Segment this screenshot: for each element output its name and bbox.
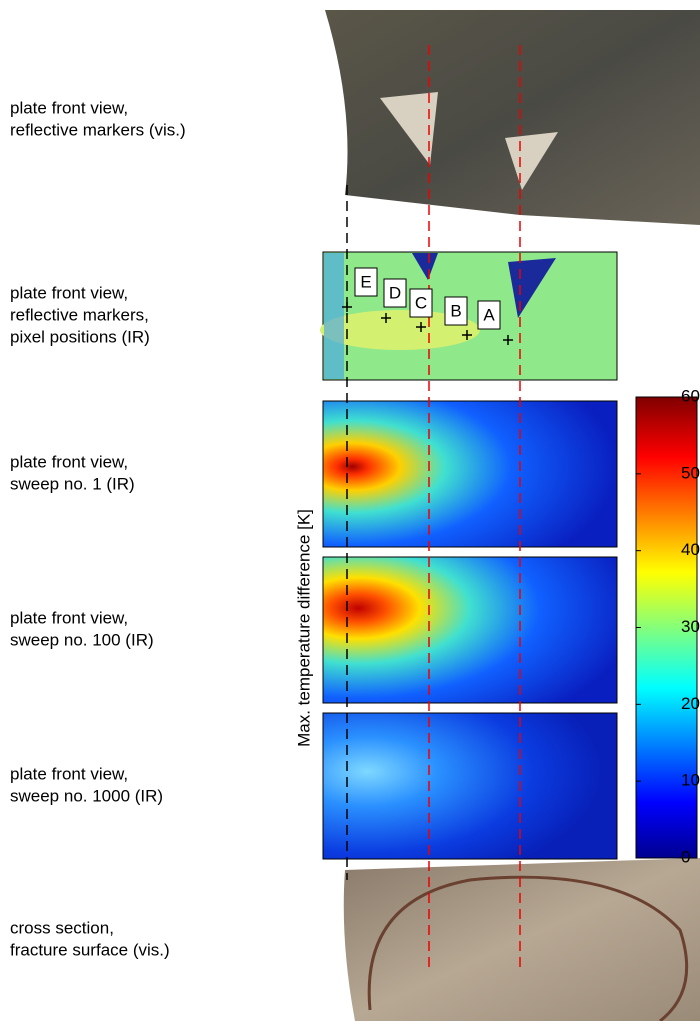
row-label: plate front view, [10, 764, 128, 783]
row-label: sweep no. 100 (IR) [10, 630, 154, 649]
ir-sweep-1000 [322, 712, 618, 860]
row-label: plate front view, [10, 608, 128, 627]
marker-box [354, 267, 378, 297]
reflective-marker [380, 92, 438, 165]
ir-sweep-1 [322, 400, 618, 548]
fracture-rim [367, 875, 689, 1021]
ir-edge [324, 253, 344, 379]
marker-label: B [450, 301, 461, 320]
ir-sweep-100 [322, 556, 618, 704]
marker-box [444, 296, 468, 326]
row-label: reflective markers, [10, 305, 149, 324]
marker-label: E [360, 272, 371, 291]
ir-marker [412, 253, 438, 280]
colorbar-label: Max. temperature difference [K] [294, 509, 313, 747]
marker-cross [462, 330, 472, 340]
row-label: plate front view, [10, 452, 128, 471]
row-label: plate front view, [10, 283, 128, 302]
row-label: plate front view, [10, 98, 128, 117]
reflective-marker [505, 132, 558, 190]
fracture-photo [343, 858, 700, 1021]
marker-box [383, 278, 407, 308]
marker-label: C [415, 293, 427, 312]
colorbar-tick-label: 30 [681, 617, 700, 636]
marker-cross [342, 302, 352, 312]
colorbar-tick-label: 10 [681, 771, 700, 790]
row-label: reflective markers (vis.) [10, 120, 186, 139]
marker-box [409, 288, 433, 318]
row-label: fracture surface (vis.) [10, 940, 170, 959]
ir-warm-zone [320, 310, 480, 350]
row-label: sweep no. 1 (IR) [10, 474, 135, 493]
marker-label: A [483, 305, 495, 324]
marker-cross [503, 335, 513, 345]
marker-box [477, 300, 501, 330]
colorbar-tick-label: 50 [681, 463, 700, 482]
colorbar [635, 396, 698, 859]
marker-label: D [389, 283, 401, 302]
marker-cross [381, 313, 391, 323]
row-label: cross section, [10, 918, 114, 937]
marker-cross [416, 322, 426, 332]
plate-photo [325, 10, 700, 225]
colorbar-tick-label: 20 [681, 694, 700, 713]
colorbar-tick-label: 0 [681, 847, 690, 866]
colorbar-tick-label: 40 [681, 540, 700, 559]
colorbar-tick-label: 60 [681, 386, 700, 405]
row-label: sweep no. 1000 (IR) [10, 786, 163, 805]
row-label: pixel positions (IR) [10, 327, 150, 346]
